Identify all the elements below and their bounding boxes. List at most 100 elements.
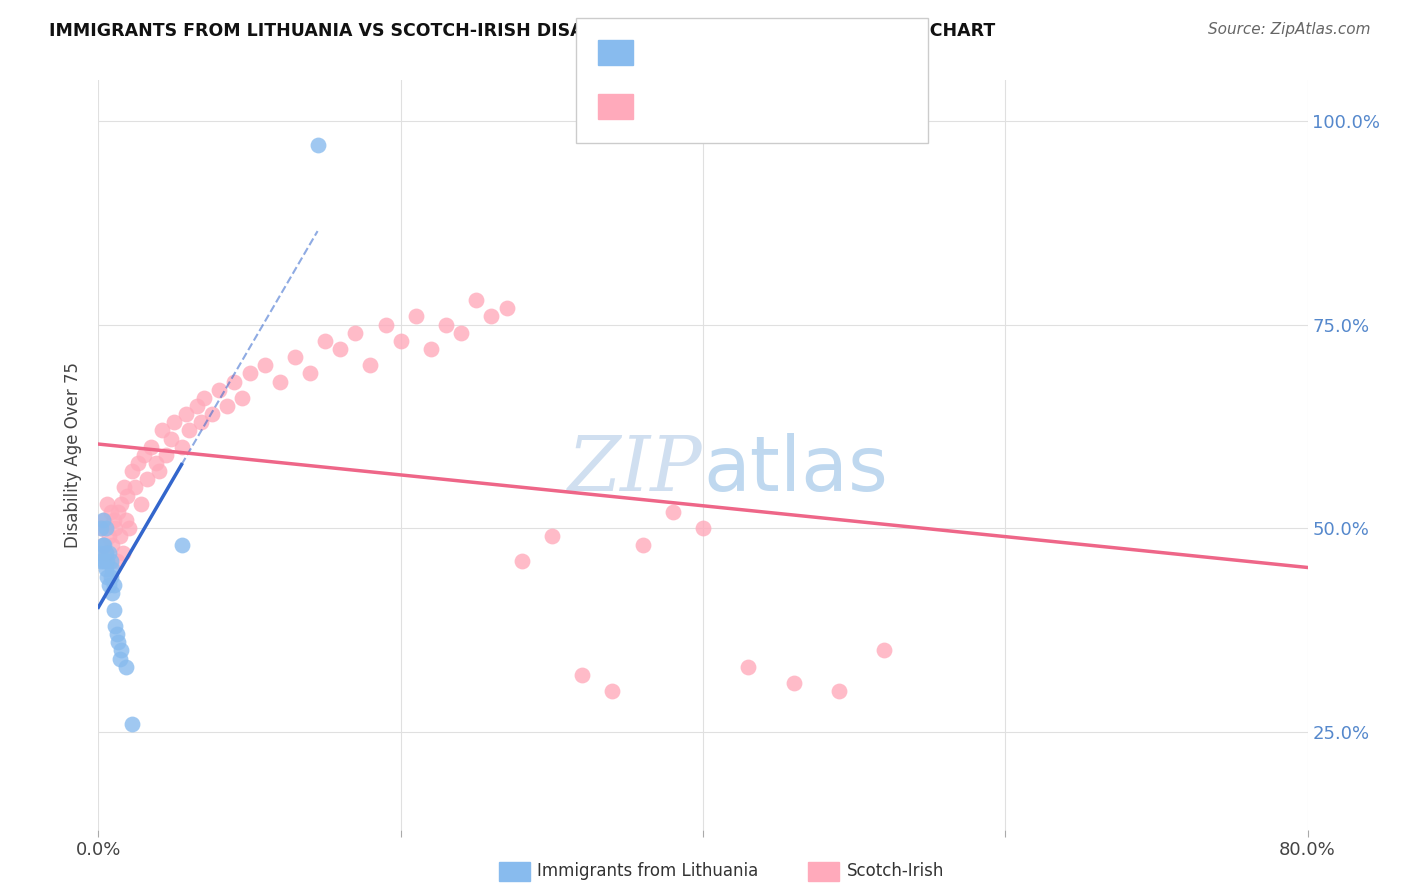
Point: [420, 342, 443, 356]
Point: [190, 415, 212, 429]
Point: [105, 554, 128, 568]
Point: [121, 716, 143, 731]
Point: [94, 562, 117, 576]
Point: [231, 391, 253, 405]
Point: [239, 367, 262, 381]
Point: [108, 529, 131, 543]
Text: R = 0.413: R = 0.413: [643, 96, 741, 114]
Point: [98, 546, 121, 560]
Point: [163, 415, 186, 429]
Point: [253, 359, 276, 373]
Point: [121, 464, 143, 478]
Point: [150, 424, 173, 438]
Point: [101, 562, 124, 576]
Point: [160, 432, 183, 446]
Point: [145, 456, 167, 470]
Point: [465, 293, 488, 308]
Point: [284, 350, 307, 364]
Point: [93, 537, 115, 551]
Text: ZIP: ZIP: [568, 433, 703, 507]
Point: [110, 643, 132, 657]
Text: Immigrants from Lithuania: Immigrants from Lithuania: [537, 863, 758, 880]
Point: [481, 310, 503, 324]
Point: [540, 529, 562, 543]
Point: [224, 375, 246, 389]
Point: [111, 546, 134, 560]
Point: [101, 537, 124, 551]
Point: [141, 440, 163, 454]
Point: [631, 537, 654, 551]
Point: [107, 635, 129, 649]
Point: [170, 537, 193, 551]
Point: [873, 643, 896, 657]
Point: [124, 481, 146, 495]
Point: [201, 407, 224, 421]
Point: [91, 537, 114, 551]
Point: [360, 359, 382, 373]
Point: [661, 505, 683, 519]
Point: [170, 440, 193, 454]
Point: [135, 472, 157, 486]
Text: Source: ZipAtlas.com: Source: ZipAtlas.com: [1208, 22, 1371, 37]
Point: [269, 375, 291, 389]
Point: [132, 448, 155, 462]
Point: [828, 684, 851, 698]
Point: [118, 521, 141, 535]
Point: [179, 424, 201, 438]
Point: [94, 521, 117, 535]
Point: [510, 554, 533, 568]
Text: N = 72: N = 72: [787, 96, 855, 114]
Point: [329, 342, 352, 356]
Point: [93, 513, 115, 527]
Point: [208, 383, 231, 397]
Point: [107, 505, 129, 519]
Point: [98, 578, 121, 592]
Point: [103, 602, 125, 616]
Point: [155, 448, 177, 462]
Point: [96, 497, 118, 511]
Point: [602, 684, 624, 698]
Point: [314, 334, 336, 348]
Point: [93, 554, 115, 568]
Point: [101, 586, 124, 600]
Point: [299, 367, 322, 381]
Point: [193, 391, 215, 405]
Point: [100, 505, 122, 519]
Text: Scotch-Irish: Scotch-Irish: [846, 863, 943, 880]
Point: [90, 521, 112, 535]
Point: [307, 138, 329, 153]
Point: [104, 521, 127, 535]
Point: [94, 546, 117, 560]
Point: [783, 676, 806, 690]
Point: [96, 554, 118, 568]
Point: [692, 521, 714, 535]
Y-axis label: Disability Age Over 75: Disability Age Over 75: [65, 362, 83, 548]
Point: [96, 570, 118, 584]
Point: [108, 651, 131, 665]
Point: [215, 399, 238, 413]
Point: [98, 529, 121, 543]
Point: [344, 326, 367, 340]
Point: [114, 659, 136, 673]
Point: [127, 456, 149, 470]
Point: [495, 301, 517, 316]
Point: [405, 310, 427, 324]
Point: [374, 318, 396, 332]
Point: [94, 546, 117, 560]
Point: [389, 334, 412, 348]
Point: [91, 537, 114, 551]
Point: [105, 627, 128, 641]
Point: [100, 554, 122, 568]
Point: [112, 481, 135, 495]
Point: [174, 407, 197, 421]
Point: [115, 489, 138, 503]
Point: [110, 497, 132, 511]
Point: [90, 554, 112, 568]
Point: [450, 326, 472, 340]
Point: [91, 513, 114, 527]
Point: [148, 464, 170, 478]
Point: [100, 570, 122, 584]
Point: [103, 578, 125, 592]
Point: [737, 659, 759, 673]
Point: [104, 619, 127, 633]
